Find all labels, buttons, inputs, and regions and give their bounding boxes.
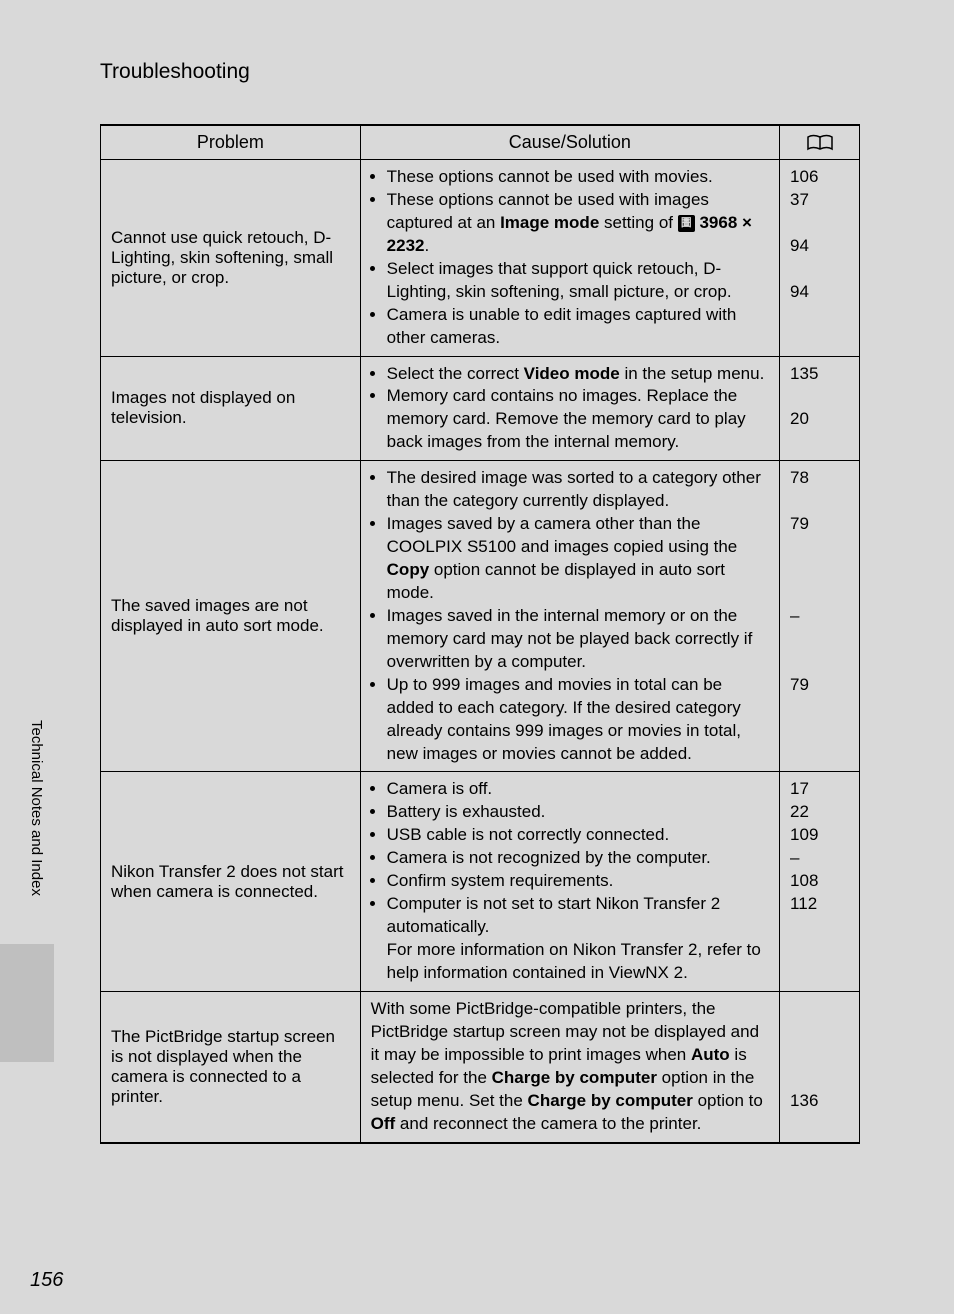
ref-cell: 136 [780,991,860,1142]
problem-cell: Nikon Transfer 2 does not start when cam… [101,772,361,991]
cause-cell: The desired image was sorted to a catego… [360,461,779,772]
section-title: Troubleshooting [100,60,894,84]
ref-cell: 135 20 [780,356,860,461]
page-number: 156 [30,1269,63,1292]
problem-cell: Cannot use quick retouch, D-Lighting, sk… [101,160,361,357]
problem-cell: Images not displayed on television. [101,356,361,461]
header-problem: Problem [101,125,361,160]
problem-cell: The saved images are not displayed in au… [101,461,361,772]
cause-cell: With some PictBridge-compatible printers… [360,991,779,1142]
cause-cell: Camera is off. Battery is exhausted. USB… [360,772,779,991]
mode-badge: 圕 [678,215,695,232]
book-icon [790,134,849,152]
troubleshooting-table: Problem Cause/Solution Cannot use quick … [100,124,860,1144]
ref-cell: 78 79 – 79 [780,461,860,772]
cause-cell: These options cannot be used with movies… [360,160,779,357]
ref-cell: 17 22 109 – 108 112 [780,772,860,991]
cause-cell: Select the correct Video mode in the set… [360,356,779,461]
side-label: Technical Notes and Index [28,720,45,896]
side-tab [0,944,54,1062]
header-ref [780,125,860,160]
problem-cell: The PictBridge startup screen is not dis… [101,991,361,1142]
ref-cell: 106 37 94 94 [780,160,860,357]
header-cause: Cause/Solution [360,125,779,160]
